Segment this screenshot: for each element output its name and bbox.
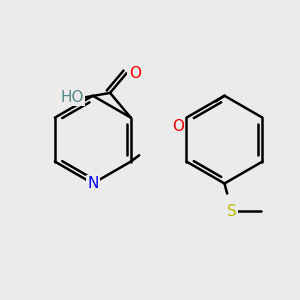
Text: O: O: [129, 66, 141, 81]
Text: S: S: [227, 204, 237, 219]
Text: N: N: [87, 176, 98, 191]
Text: O: O: [172, 119, 184, 134]
Text: HO: HO: [60, 90, 84, 105]
